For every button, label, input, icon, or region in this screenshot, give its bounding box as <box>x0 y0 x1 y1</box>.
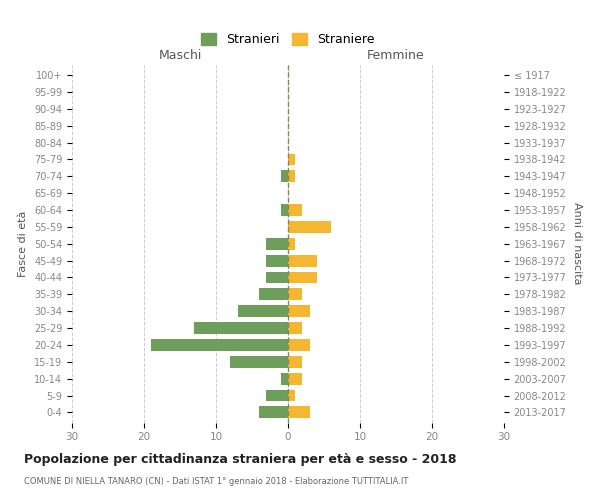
Bar <box>266 390 288 402</box>
Bar <box>230 356 288 368</box>
Text: COMUNE DI NIELLA TANARO (CN) - Dati ISTAT 1° gennaio 2018 - Elaborazione TUTTITA: COMUNE DI NIELLA TANARO (CN) - Dati ISTA… <box>24 478 409 486</box>
Bar <box>288 288 302 300</box>
Bar <box>266 254 288 266</box>
Bar <box>288 373 302 384</box>
Bar <box>288 306 310 317</box>
Bar <box>259 288 288 300</box>
Text: Popolazione per cittadinanza straniera per età e sesso - 2018: Popolazione per cittadinanza straniera p… <box>24 452 457 466</box>
Bar <box>288 356 302 368</box>
Bar <box>151 339 288 351</box>
Bar <box>288 390 295 402</box>
Bar <box>288 170 295 182</box>
Y-axis label: Fasce di età: Fasce di età <box>19 210 28 277</box>
Bar <box>288 238 295 250</box>
Text: Femmine: Femmine <box>367 50 425 62</box>
Bar <box>238 306 288 317</box>
Bar <box>194 322 288 334</box>
Bar <box>288 406 310 418</box>
Legend: Stranieri, Straniere: Stranieri, Straniere <box>196 28 380 52</box>
Bar <box>281 373 288 384</box>
Bar <box>288 339 310 351</box>
Bar <box>288 272 317 283</box>
Bar <box>288 322 302 334</box>
Y-axis label: Anni di nascita: Anni di nascita <box>572 202 582 285</box>
Bar <box>288 221 331 233</box>
Bar <box>259 406 288 418</box>
Bar <box>288 254 317 266</box>
Bar <box>288 154 295 166</box>
Bar <box>288 204 302 216</box>
Bar <box>281 170 288 182</box>
Bar <box>281 204 288 216</box>
Bar <box>266 272 288 283</box>
Text: Maschi: Maschi <box>158 50 202 62</box>
Bar <box>266 238 288 250</box>
